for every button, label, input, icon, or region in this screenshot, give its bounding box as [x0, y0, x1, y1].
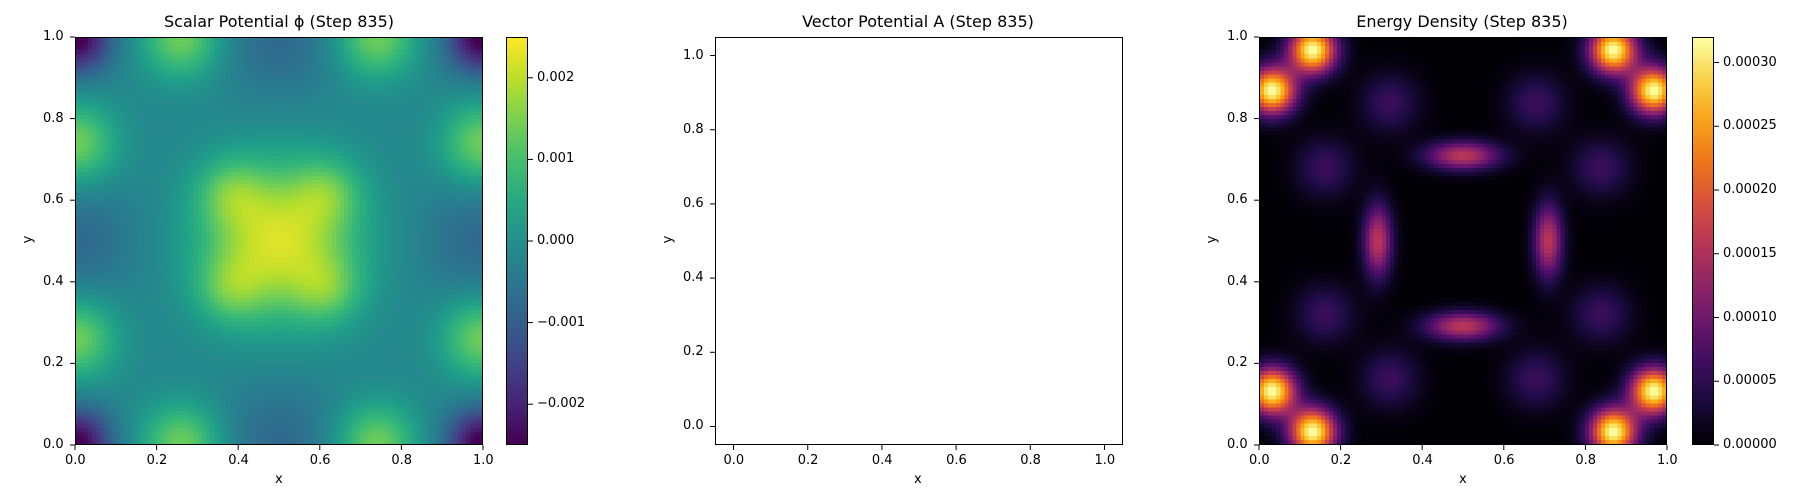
vector-potential-xtick-label-2: 0.4 [871, 453, 893, 468]
scalar-potential-ytick-label-5: 1.0 [43, 29, 64, 44]
scalar-potential-heatmap [75, 37, 483, 445]
energy-density-cbar-tick-label-5: 0.00025 [1723, 118, 1777, 134]
vector-potential-xtick-label-1: 0.2 [797, 453, 819, 468]
energy-density-xtick-label-0: 0.0 [1249, 453, 1270, 468]
vector-potential-ytick-label-5: 1.0 [683, 47, 704, 63]
scalar-potential-colorbar [506, 37, 528, 445]
scalar-potential-title: Scalar Potential ϕ (Step 835) [163, 12, 395, 31]
energy-density-cbar-tick-label-4: 0.00020 [1723, 182, 1777, 197]
scalar-potential-cbar-tick-label-4: 0.002 [537, 69, 575, 85]
energy-density-xtick-label-1: 0.2 [1330, 453, 1352, 468]
scalar-potential-xtick-label-4: 0.8 [391, 453, 413, 468]
vector-potential-xtick-label-3: 0.6 [946, 453, 967, 468]
vector-potential-xtick-label-0: 0.0 [723, 453, 745, 468]
scalar-potential-ytick-label-4: 0.8 [43, 110, 64, 126]
scalar-potential-ytick-label-0: 0.0 [43, 437, 64, 452]
energy-density-cbar-tick-label-2: 0.00010 [1723, 309, 1777, 325]
energy-density-heatmap [1259, 37, 1667, 445]
vector-potential-title: Vector Potential A (Step 835) [802, 12, 1034, 31]
vector-potential-xtick-label-4: 0.8 [1020, 453, 1041, 468]
vector-potential-ytick-label-0: 0.0 [683, 418, 704, 434]
energy-density-xtick-label-3: 0.6 [1493, 453, 1515, 468]
energy-density-ytick-label-0: 0.0 [1227, 437, 1248, 452]
energy-density-ytick-label-4: 0.8 [1227, 110, 1248, 126]
energy-density-cbar-tick-label-0: 0.00000 [1723, 437, 1777, 452]
energy-density-xtick-label-5: 1.0 [1657, 453, 1678, 468]
energy-density-xtick-label-2: 0.4 [1412, 453, 1433, 468]
scalar-potential-xtick-label-1: 0.2 [146, 453, 168, 468]
vector-potential-xlabel: x [914, 472, 922, 487]
energy-density-cbar-tick-label-1: 0.00005 [1723, 373, 1777, 389]
vector-potential-ytick-label-1: 0.2 [683, 344, 704, 360]
energy-density-xtick-label-4: 0.8 [1575, 453, 1597, 468]
scalar-potential-cbar-tick-label-0: −0.002 [537, 396, 586, 412]
scalar-potential-cbar-tick-label-3: 0.001 [537, 151, 575, 167]
vector-potential-ytick-label-3: 0.6 [683, 195, 704, 211]
energy-density-colorbar [1692, 37, 1714, 445]
vector-potential-ytick-label-2: 0.4 [683, 270, 704, 286]
energy-density-ytick-label-2: 0.4 [1227, 273, 1248, 289]
energy-density-xlabel: x [1459, 472, 1467, 487]
energy-density-title: Energy Density (Step 835) [1356, 12, 1568, 31]
scalar-potential-xtick-label-0: 0.0 [65, 453, 86, 468]
vector-potential-ytick-label-4: 0.8 [683, 121, 704, 137]
energy-density-ytick-label-3: 0.6 [1227, 192, 1248, 208]
energy-density-ytick-label-1: 0.2 [1227, 355, 1248, 371]
scalar-potential-xtick-label-3: 0.6 [309, 453, 331, 468]
scalar-potential-cbar-tick-label-2: 0.000 [537, 233, 575, 248]
scalar-potential-ytick-label-2: 0.4 [43, 273, 64, 289]
vector-potential-xtick-label-5: 1.0 [1094, 453, 1116, 468]
scalar-potential-xtick-label-2: 0.4 [228, 453, 249, 468]
scalar-potential-xtick-label-5: 1.0 [473, 453, 494, 468]
scalar-potential-ytick-label-3: 0.6 [43, 192, 64, 208]
energy-density-cbar-tick-label-6: 0.00030 [1723, 54, 1777, 70]
scalar-potential-ytick-label-1: 0.2 [43, 355, 64, 371]
energy-density-ytick-label-5: 1.0 [1227, 29, 1248, 44]
scalar-potential-cbar-tick-label-1: −0.001 [537, 314, 586, 330]
energy-density-cbar-tick-label-3: 0.00015 [1723, 245, 1777, 261]
vector-potential-axes [715, 37, 1123, 445]
scalar-potential-xlabel: x [275, 472, 283, 487]
